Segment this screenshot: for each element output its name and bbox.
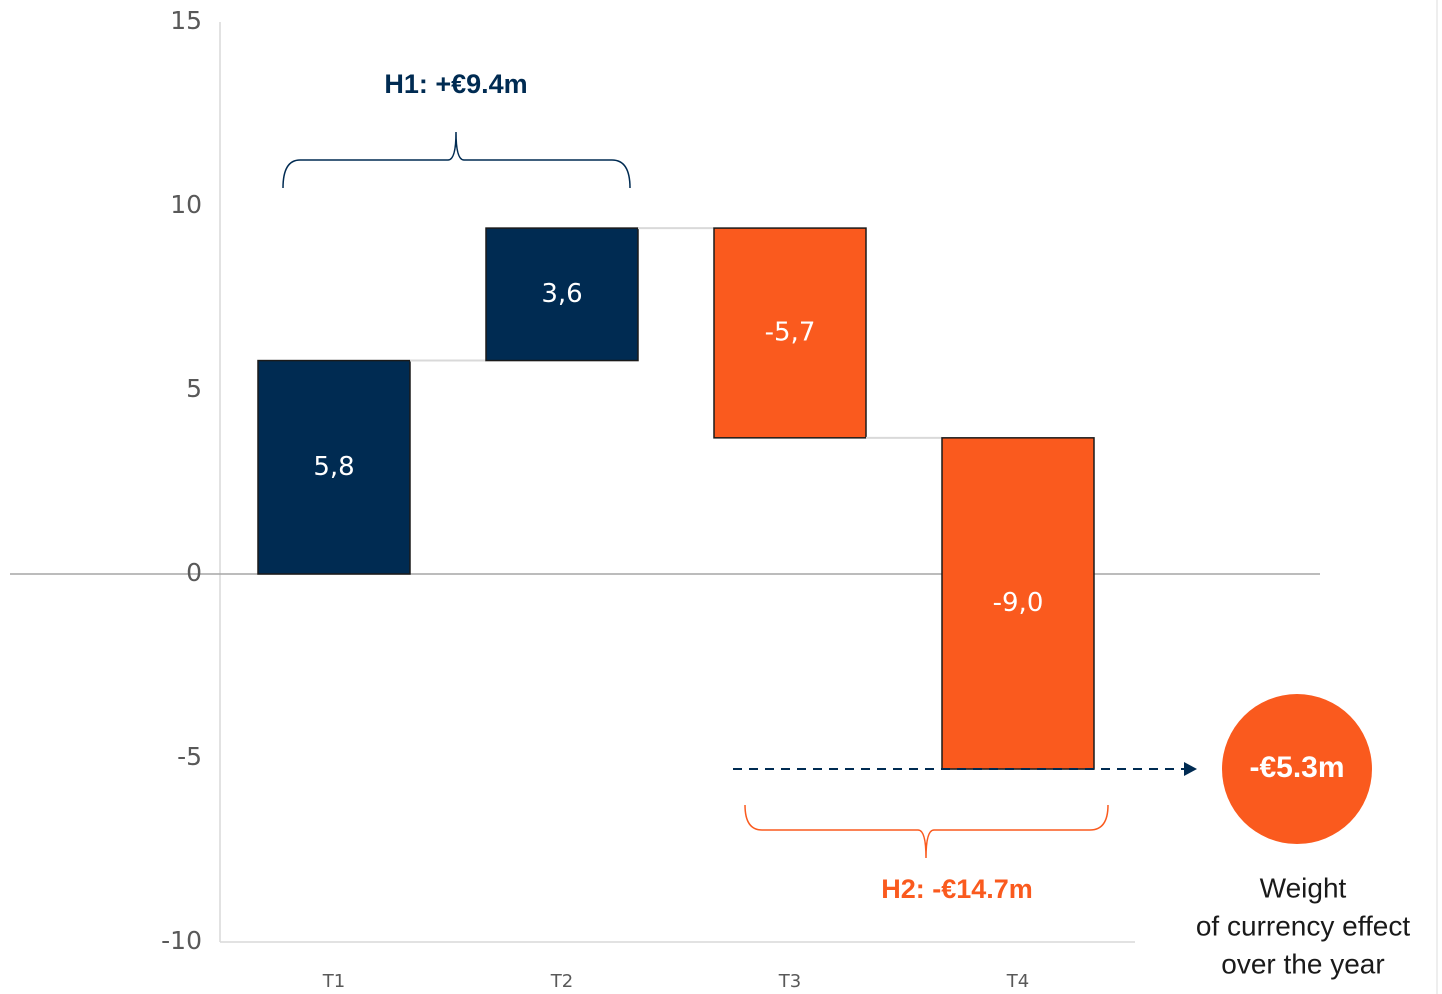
bracket-h1	[282, 131, 631, 189]
annotation-h2: H2: -€14.7m	[881, 874, 1033, 904]
y-tick-label: 10	[170, 190, 202, 219]
bar	[941, 437, 1095, 770]
note-line: Weight	[1260, 872, 1347, 903]
note-line: over the year	[1221, 948, 1384, 979]
y-tick-label: 0	[186, 558, 202, 587]
x-tick-label: T2	[550, 971, 573, 992]
y-tick-label: 15	[170, 6, 202, 35]
bar	[485, 227, 639, 362]
x-tick-label: T3	[778, 971, 801, 992]
total-circle	[1222, 694, 1372, 845]
bar	[257, 359, 411, 575]
bracket-h2	[744, 804, 1109, 859]
value-label: 3,6	[541, 279, 582, 309]
y-tick-label: -5	[177, 742, 202, 771]
x-tick-label: T1	[322, 971, 345, 992]
x-tick-label: T4	[1006, 971, 1029, 992]
note-line: of currency effect	[1196, 910, 1410, 941]
bar	[713, 227, 867, 439]
y-tick-label: 5	[186, 374, 202, 403]
y-tick-label: -10	[161, 926, 202, 955]
total-label: -€5.3m	[1249, 751, 1344, 784]
value-label: 5,8	[313, 452, 354, 482]
value-label: -5,7	[765, 317, 816, 347]
value-label: -9,0	[993, 588, 1044, 618]
arrow-head	[1184, 762, 1197, 777]
annotation-h1: H1: +€9.4m	[384, 69, 527, 99]
